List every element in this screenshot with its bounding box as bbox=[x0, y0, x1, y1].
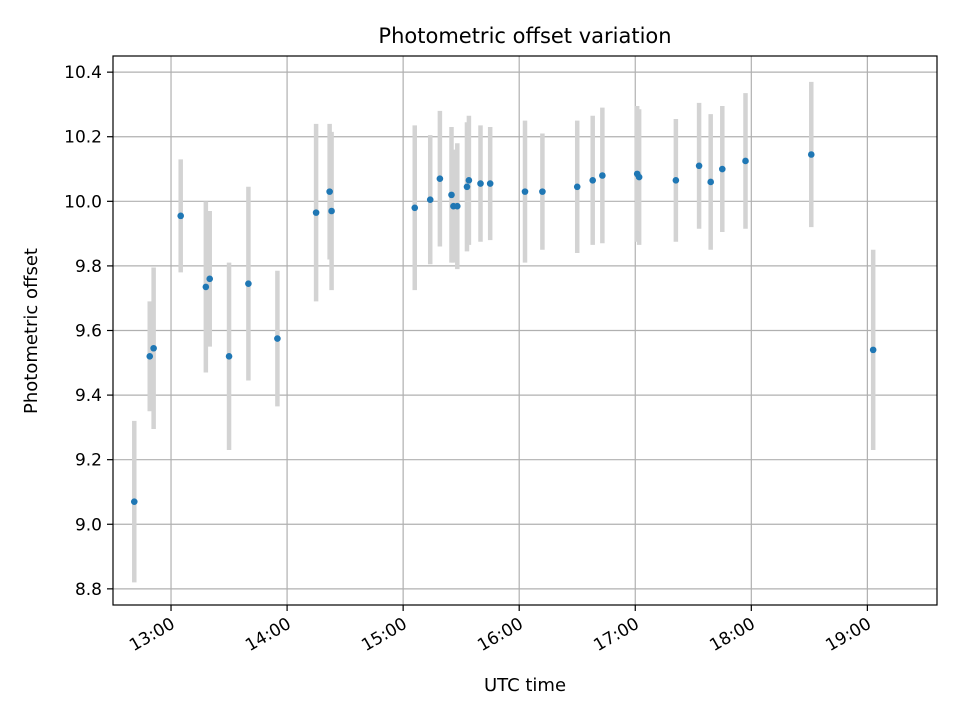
data-point bbox=[463, 183, 471, 191]
data-point bbox=[225, 353, 233, 360]
y-tick-label: 9.6 bbox=[75, 322, 102, 342]
data-point bbox=[599, 172, 606, 179]
data-point bbox=[202, 283, 210, 291]
data-point bbox=[454, 202, 461, 210]
y-tick-label: 10.0 bbox=[64, 192, 102, 212]
data-point bbox=[426, 196, 434, 204]
data-point bbox=[635, 173, 643, 181]
data-point bbox=[707, 178, 714, 186]
data-point bbox=[521, 188, 529, 195]
data-point bbox=[869, 346, 877, 354]
y-tick-label: 10.4 bbox=[64, 63, 102, 83]
data-point bbox=[411, 204, 419, 212]
y-axis-ticks: 8.8 9.0 9.2 9.4 9.6 9.8 10.0 10.2 10.4 bbox=[64, 63, 113, 600]
data-point bbox=[477, 180, 484, 187]
data-point bbox=[326, 188, 333, 195]
data-point bbox=[448, 191, 455, 199]
data-point bbox=[130, 498, 138, 505]
data-point bbox=[150, 344, 157, 352]
y-tick-label: 9.4 bbox=[75, 386, 102, 406]
y-axis-label: Photometric offset bbox=[21, 248, 42, 414]
data-point bbox=[328, 207, 335, 215]
data-point bbox=[718, 165, 726, 173]
y-tick-label: 8.8 bbox=[75, 580, 102, 600]
data-point bbox=[573, 183, 581, 191]
data-point bbox=[695, 162, 703, 170]
y-tick-label: 10.2 bbox=[64, 128, 102, 148]
data-point bbox=[486, 180, 494, 187]
data-point bbox=[245, 280, 252, 287]
data-point bbox=[436, 175, 444, 183]
data-point bbox=[146, 353, 154, 360]
data-point bbox=[312, 209, 320, 216]
data-point bbox=[672, 177, 680, 184]
x-axis-label: UTC time bbox=[484, 675, 566, 696]
y-tick-label: 9.8 bbox=[75, 257, 102, 277]
data-point bbox=[465, 177, 473, 184]
chart-title: Photometric offset variation bbox=[378, 24, 671, 48]
data-point bbox=[274, 335, 281, 342]
data-points bbox=[130, 151, 877, 505]
y-tick-label: 9.0 bbox=[75, 515, 102, 535]
data-point bbox=[206, 275, 214, 283]
data-point bbox=[539, 188, 546, 195]
data-point bbox=[807, 151, 815, 158]
data-point bbox=[589, 177, 596, 184]
data-point bbox=[742, 157, 749, 165]
data-point bbox=[177, 212, 184, 220]
y-tick-label: 9.2 bbox=[75, 451, 102, 471]
